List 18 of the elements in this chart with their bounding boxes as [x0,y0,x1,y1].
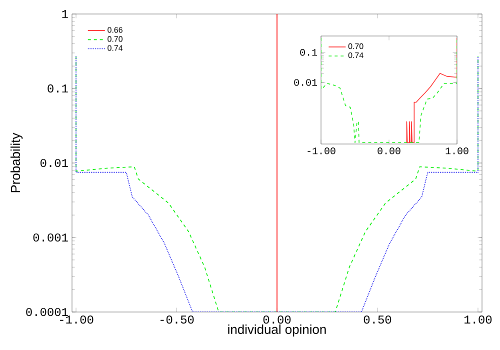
y-tick-label: 0.001 [33,233,68,242]
x-tick-label: 0.00 [263,316,291,324]
x-tick-label: 1.00 [446,148,468,154]
y-tick-label: 0.01 [40,158,68,168]
y-tick-label: 0.1 [48,84,68,93]
y-tick-label: 0.01 [294,79,318,86]
y-tick-label: 0.1 [300,48,318,56]
line-series [406,38,458,144]
y-axis-title: Probability [10,132,23,192]
x-tick-label: -1.00 [308,148,336,154]
x-tick-label: -0.50 [160,316,194,324]
x-axis-title: individual opinion [228,324,326,337]
y-tick-label: 1 [62,10,68,18]
x-tick-label: -1.00 [60,316,94,324]
y-tick-label: 0.0001 [26,308,68,316]
x-tick-label: 0.50 [364,316,392,324]
x-tick-label: 0.00 [378,148,400,154]
x-tick-label: 1.00 [464,316,492,324]
